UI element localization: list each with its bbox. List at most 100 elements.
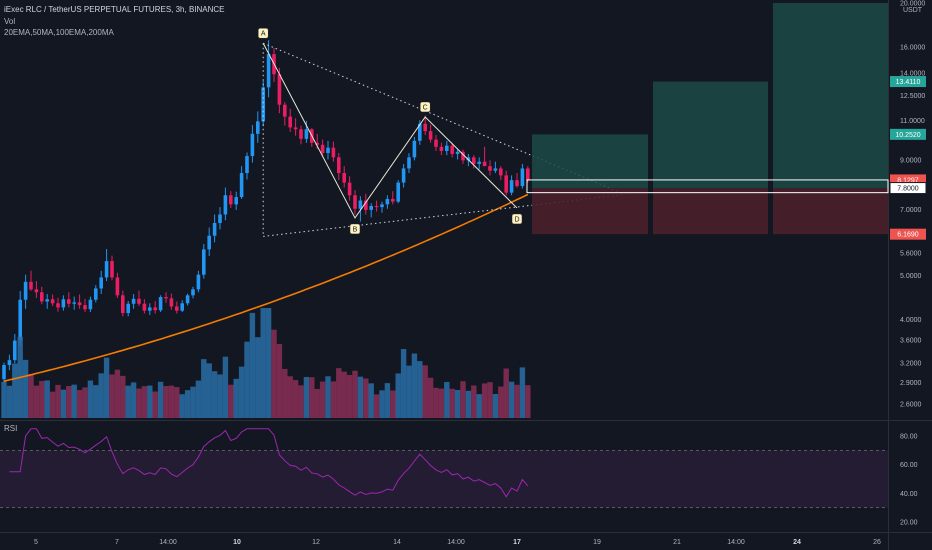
volume-bar	[190, 386, 196, 418]
price-label-box	[890, 76, 926, 88]
price-label-box	[890, 228, 926, 240]
volume-bar	[282, 368, 288, 418]
candle-body	[331, 147, 336, 158]
rsi-tick: 40.00	[900, 491, 918, 498]
volume-bar	[433, 387, 439, 418]
time-tick: 14:00	[727, 539, 745, 546]
candle-body	[256, 121, 260, 134]
candle-body	[499, 168, 503, 176]
candle-body	[196, 274, 201, 290]
volume-bar	[438, 388, 445, 418]
volume-bar	[471, 385, 477, 418]
volume-bar	[157, 381, 164, 418]
rsi-tick: 80.00	[900, 434, 918, 441]
volume-bar	[363, 378, 369, 418]
time-tick: 17	[513, 539, 521, 546]
volume-bar	[163, 386, 169, 418]
time-tick: 14:00	[447, 539, 465, 546]
rsi-tick: 60.00	[900, 462, 918, 469]
price-label: 13.4110	[896, 79, 921, 86]
candle-body	[364, 200, 368, 210]
pattern-point-label: A	[261, 31, 266, 38]
volume-legend[interactable]: Vol	[4, 17, 16, 26]
ema-line	[3, 193, 529, 382]
pattern-point-badge	[257, 27, 269, 39]
volume-bar	[98, 373, 104, 418]
candle-body	[229, 195, 233, 205]
stop-zone	[653, 188, 768, 235]
volume-bar	[206, 363, 212, 418]
volume-bar	[319, 381, 326, 418]
candle-body	[439, 146, 444, 151]
rsi-legend[interactable]: RSI	[4, 424, 18, 433]
time-tick: 21	[673, 539, 681, 546]
price-tick: 11.0000	[900, 118, 925, 125]
volume-bar	[136, 388, 142, 418]
volume-area	[1, 308, 531, 418]
candle-body	[434, 139, 438, 147]
price-label: 10.2520	[895, 132, 920, 139]
candle-body	[212, 223, 217, 236]
candle-body	[477, 161, 481, 164]
volume-bar	[174, 387, 180, 418]
candle-body	[315, 142, 319, 145]
candle-body	[137, 298, 141, 304]
price-tick: 5.6000	[900, 251, 922, 258]
candle-body	[461, 151, 465, 161]
volume-bar	[55, 384, 61, 418]
candle-body	[277, 74, 282, 105]
price-tick: 3.2000	[900, 361, 922, 368]
volume-bar	[114, 369, 121, 418]
symbol-title[interactable]: iExec RLC / TetherUS PERPETUAL FUTURES, …	[4, 5, 225, 14]
volume-bar	[233, 378, 239, 418]
time-tick: 5	[34, 539, 38, 546]
candle-body	[358, 200, 363, 209]
volume-bar	[244, 341, 250, 418]
candle-body	[40, 292, 44, 302]
time-tick: 12	[312, 539, 320, 546]
volume-bar	[384, 383, 391, 418]
volume-bar	[341, 371, 347, 418]
volume-bar	[22, 359, 29, 418]
volume-bar	[6, 385, 13, 418]
time-tick: 14:00	[159, 539, 177, 546]
volume-bar	[201, 359, 207, 418]
volume-bar	[76, 389, 83, 418]
candle-body	[115, 277, 120, 296]
volume-bar	[287, 376, 293, 418]
pattern-point-badge	[511, 213, 523, 225]
candle-body	[99, 277, 103, 289]
volume-bar	[49, 391, 56, 418]
ma-legend[interactable]: 20EMA,50MA,100EMA,200MA	[4, 28, 114, 37]
candle-body	[2, 365, 6, 380]
pattern-point-badge	[419, 101, 431, 113]
volume-bar	[406, 365, 412, 418]
candle-body	[56, 303, 60, 308]
price-tick: 9.0000	[900, 157, 922, 164]
volume-bar	[238, 366, 245, 418]
volume-bar	[271, 329, 277, 418]
candle-body	[175, 306, 179, 311]
volume-bar	[395, 373, 401, 418]
volume-bar	[400, 348, 407, 418]
candle-body	[342, 173, 346, 183]
volume-bar	[12, 363, 18, 418]
volume-bar	[265, 308, 272, 418]
price-tick: 20.0000	[900, 1, 925, 8]
volume-bar	[390, 390, 396, 418]
volume-bar	[487, 382, 493, 418]
volume-bar	[508, 381, 515, 418]
volume-bar	[168, 385, 175, 418]
candle-body	[218, 214, 222, 224]
candle-body	[234, 197, 238, 205]
candle-body	[482, 161, 487, 167]
candle-body	[418, 123, 422, 141]
volume-bar	[449, 388, 455, 418]
volume-bar	[519, 367, 526, 418]
price-label-box	[889, 182, 927, 195]
candle-body	[169, 298, 174, 307]
volume-bar	[71, 384, 77, 418]
candle-body	[320, 144, 325, 154]
volume-bar	[60, 389, 67, 418]
